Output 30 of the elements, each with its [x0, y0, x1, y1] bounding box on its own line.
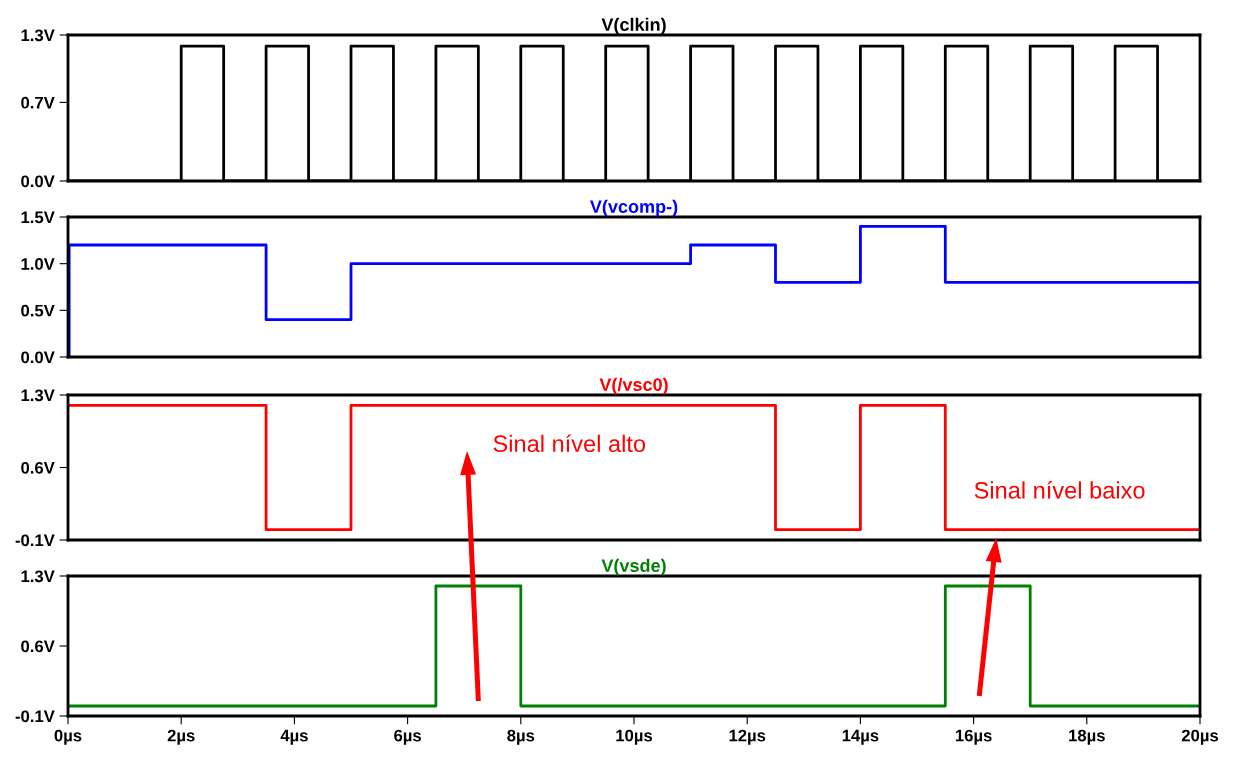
y-tick-label: 1.3V: [21, 29, 55, 42]
x-tick-label: 12µs: [729, 729, 766, 745]
y-tick-label: 0.5V: [21, 304, 55, 317]
annotation: Sinal nível alto: [493, 434, 646, 453]
x-tick-label: 8µs: [507, 729, 535, 745]
annotation: Sinal nível baixo: [974, 481, 1145, 499]
y-tick-label: -0.1V: [15, 534, 55, 547]
x-tick-label: 20µs: [1181, 729, 1219, 745]
y-tick-label: 1.3V: [21, 389, 55, 402]
x-tick-label: 10µs: [616, 729, 653, 745]
y-tick-label: 1.3V: [21, 570, 55, 583]
x-tick-label: 6µs: [394, 729, 421, 745]
chart-title: V(vcomp-): [589, 199, 678, 217]
y-tick-label: 0.6V: [21, 461, 55, 474]
y-tick-label: -0.1V: [15, 710, 55, 723]
y-tick-label: 1.0V: [21, 258, 55, 270]
x-tick-label: 2µs: [167, 729, 195, 745]
x-tick-label: 4µs: [280, 729, 308, 745]
x-tick-label: 0µs: [54, 729, 82, 745]
x-tick-label: 18µs: [1069, 729, 1105, 745]
chart-title: V(vsde): [601, 558, 666, 576]
x-tick-label: 14µs: [842, 729, 879, 745]
y-tick-label: 0.0V: [21, 175, 55, 188]
y-tick-label: 0.0V: [21, 351, 55, 364]
chart-title: V(clkin): [601, 17, 666, 35]
y-tick-label: 0.6V: [21, 640, 55, 653]
x-tick-label: 16µs: [955, 729, 992, 745]
chart-title: V(/vsc0): [599, 377, 668, 395]
y-tick-label: 0.7V: [21, 96, 55, 109]
y-tick-label: 1.5V: [21, 211, 55, 224]
